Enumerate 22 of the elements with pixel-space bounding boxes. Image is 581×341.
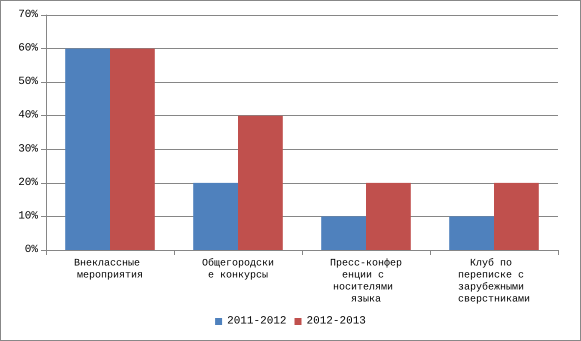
y-tick-label: 30% [18,143,38,156]
y-tick-label: 10% [18,210,38,222]
bar [65,48,110,250]
bar [321,216,366,250]
bar [494,182,539,250]
y-tick-label: 0% [24,244,38,256]
y-tick-label: 70% [18,9,38,21]
legend-label: 2011-2012 [227,316,287,328]
y-tick-label: 60% [18,42,38,55]
x-tick-label: Клуб по переписке с зарубежными сверстниками [458,258,530,306]
y-tick-label: 50% [18,76,38,88]
x-tick-label: Внеклассные мероприятия [74,258,146,282]
x-tick-label: Пресс-конференции с носителями языка [330,258,402,306]
bar [110,48,155,250]
bar [238,116,283,250]
bar [193,182,238,250]
bar [449,216,494,250]
legend-label: 2012-2013 [306,316,366,328]
y-tick-label: 20% [18,176,38,189]
bar [366,182,411,250]
x-tick-label: Общегородские конкурсы [202,258,274,282]
y-tick-label: 40% [18,110,38,122]
